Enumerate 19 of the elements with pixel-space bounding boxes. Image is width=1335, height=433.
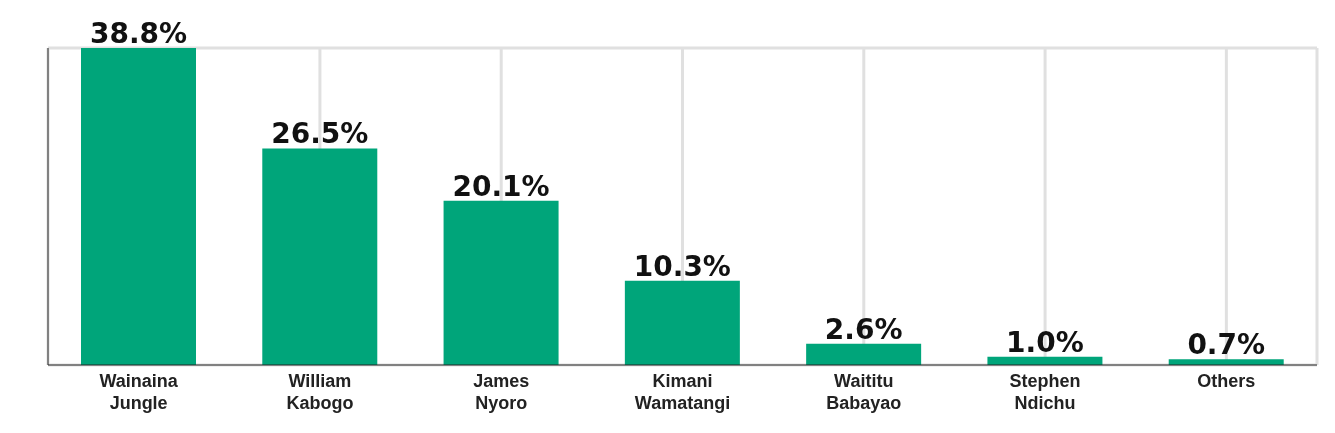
x-tick-label: Waititu Babayao (826, 371, 902, 413)
bar (262, 148, 378, 365)
bar (81, 48, 196, 365)
data-label: 38.8% (89, 17, 188, 50)
data-label: 2.6% (824, 312, 903, 346)
x-tick-label: Wainaina Jungle (99, 371, 179, 413)
x-tick-label: William Kabogo (286, 371, 354, 413)
x-tick-label: Kimani Wamatangi (634, 371, 731, 413)
data-label: 26.5% (271, 117, 369, 151)
x-tick-label: Stephen Ndichu (1009, 371, 1081, 413)
data-label: 1.0% (1006, 325, 1084, 359)
data-label: 10.3% (633, 249, 731, 283)
x-tick-label: James Nyoro (473, 371, 530, 413)
bar (443, 200, 559, 365)
data-label: 0.7% (1187, 328, 1266, 362)
bar (624, 280, 740, 365)
data-label: 20.1% (452, 169, 550, 203)
bar (806, 343, 922, 365)
x-tick-label: Others (1197, 371, 1256, 391)
